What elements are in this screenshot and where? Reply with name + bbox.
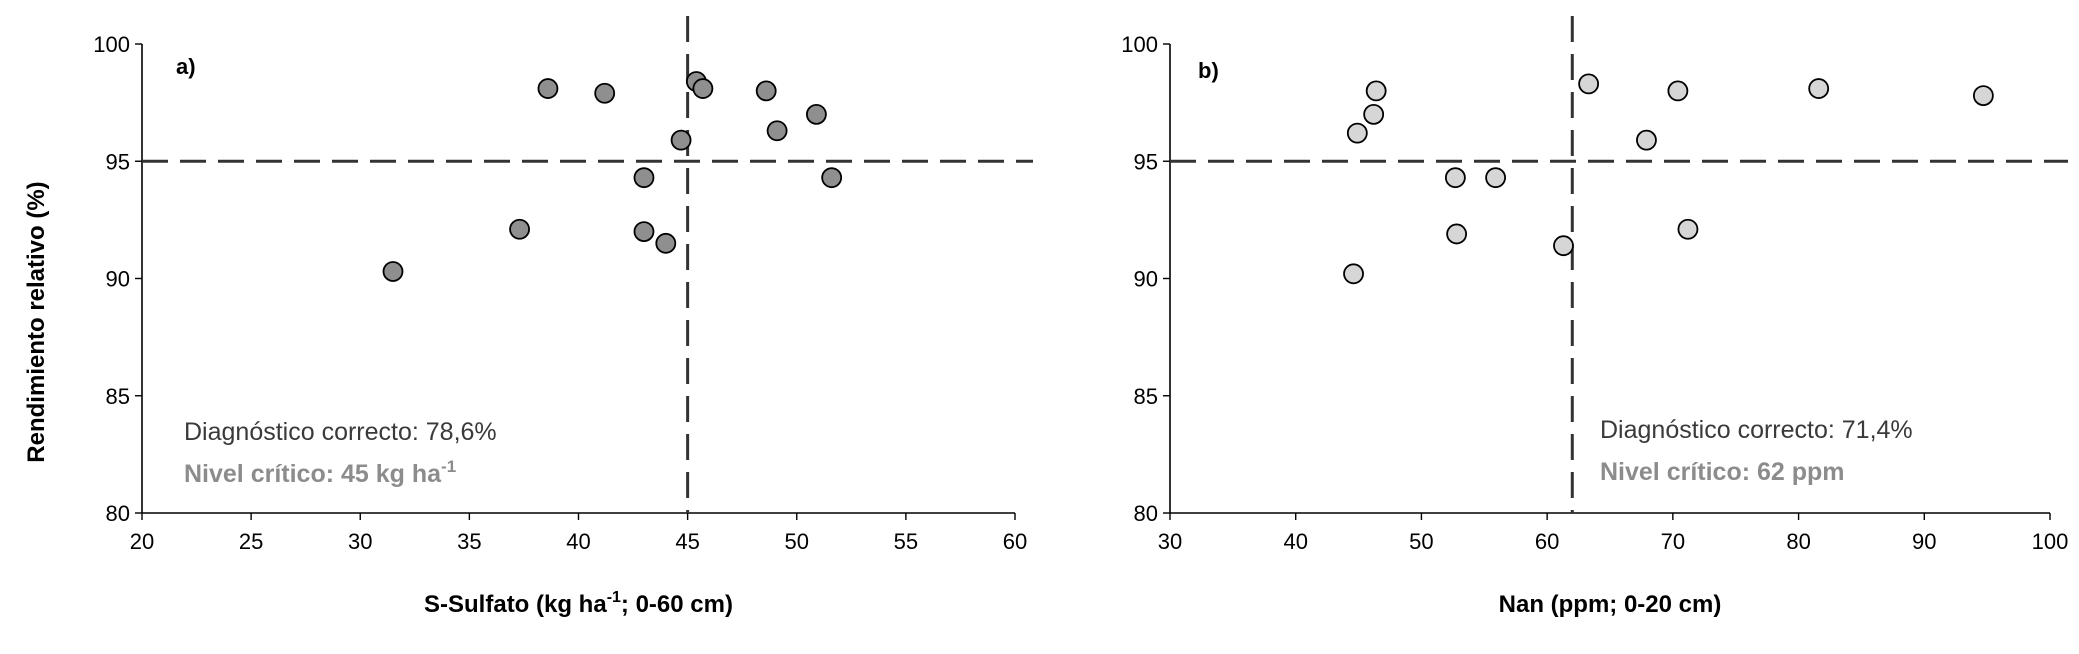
x-tick-label: 35 (457, 529, 481, 554)
plot-area: 80 85 90 95 100 30 40 50 60 70 80 90 100 (1121, 16, 2068, 554)
data-point (509, 218, 530, 240)
critical-level-text: Nivel crítico: 45 kg ha (184, 460, 442, 488)
data-point (821, 167, 843, 189)
data-point (537, 78, 559, 99)
x-axis-title-superscript: -1 (607, 589, 621, 606)
data-point (1363, 103, 1385, 125)
data-point (1578, 73, 1600, 95)
x-tick-label: 55 (894, 529, 918, 554)
data-point (1346, 122, 1368, 144)
diagnostic-annotation: Diagnóstico correcto: 78,6% (184, 418, 497, 446)
data-point (805, 103, 827, 125)
x-tick-label: 50 (1409, 529, 1433, 554)
panel-label: a) (176, 54, 196, 79)
y-tick-label: 90 (1134, 267, 1158, 292)
x-axis-title: Nan (ppm; 0-20 cm) (1499, 591, 1722, 618)
data-point (1365, 80, 1387, 102)
data-point (670, 129, 692, 151)
x-axis-title-tail: ; 0-60 cm) (621, 591, 733, 618)
y-axis-title: Rendimiento relativo (%) (23, 181, 50, 462)
x-tick-label: 90 (1912, 529, 1936, 554)
data-point (1667, 80, 1689, 102)
data-point (1343, 263, 1364, 285)
x-tick-label: 50 (785, 529, 809, 554)
panel-label: b) (1198, 58, 1219, 83)
data-point (1446, 223, 1468, 245)
y-tick-label: 100 (93, 32, 130, 57)
critical-level-text: Nivel crítico: 62 ppm (1600, 458, 1845, 486)
panel-a: Rendimiento relativo (%) 80 85 90 95 100 20 25… (23, 16, 1033, 618)
x-axis-title: S-Sulfato (kg ha-1; 0-60 cm) (424, 589, 733, 618)
x-tick-label: 100 (2032, 529, 2069, 554)
x-axis-title-main: Nan (ppm; 0-20 cm) (1499, 591, 1722, 618)
x-tick-label: 60 (1003, 529, 1027, 554)
x-axis-title-main: S-Sulfato (kg ha (424, 591, 607, 618)
data-point (755, 80, 777, 102)
data-point (766, 120, 788, 142)
data-point (655, 232, 677, 254)
data-point (1444, 167, 1466, 189)
data-point (1677, 218, 1699, 240)
x-tick-label: 30 (348, 529, 372, 554)
critical-level-annotation: Nivel crítico: 62 ppm (1600, 458, 1845, 486)
x-tick-label: 45 (675, 529, 699, 554)
x-tick-label: 40 (566, 529, 590, 554)
x-tick-label: 40 (1283, 529, 1307, 554)
plot-area: 80 85 90 95 100 20 25 30 35 40 45 50 55 60 (93, 16, 1033, 554)
data-point (692, 78, 714, 99)
x-tick-label: 80 (1786, 529, 1810, 554)
critical-level-annotation: Nivel crítico: 45 kg ha-1 (184, 457, 456, 488)
x-tick-label: 20 (130, 529, 154, 554)
data-point (633, 167, 655, 189)
y-tick-label: 85 (106, 384, 130, 409)
data-point (382, 261, 404, 282)
y-tick-label: 100 (1121, 32, 1158, 57)
y-tick-label: 95 (106, 149, 130, 174)
x-tick-label: 60 (1535, 529, 1559, 554)
y-tick-label: 80 (106, 501, 130, 526)
y-tick-label: 80 (1134, 501, 1158, 526)
y-tick-label: 90 (106, 267, 130, 292)
y-tick-label: 95 (1134, 149, 1158, 174)
x-tick-label: 30 (1158, 529, 1182, 554)
data-point (1808, 78, 1830, 99)
critical-level-superscript: -1 (441, 457, 456, 476)
data-point (633, 221, 655, 243)
panel-b: 80 85 90 95 100 30 40 50 60 70 80 90 100 Nan (ppm; 0… (1121, 16, 2068, 618)
x-tick-label: 25 (239, 529, 263, 554)
diagnostic-annotation: Diagnóstico correcto: 71,4% (1600, 416, 1913, 444)
data-point (1553, 235, 1574, 257)
y-tick-label: 85 (1134, 384, 1158, 409)
data-point (1636, 129, 1657, 151)
data-point (1972, 85, 1994, 106)
data-point (594, 82, 616, 104)
data-point (1485, 167, 1506, 189)
x-tick-label: 70 (1661, 529, 1685, 554)
